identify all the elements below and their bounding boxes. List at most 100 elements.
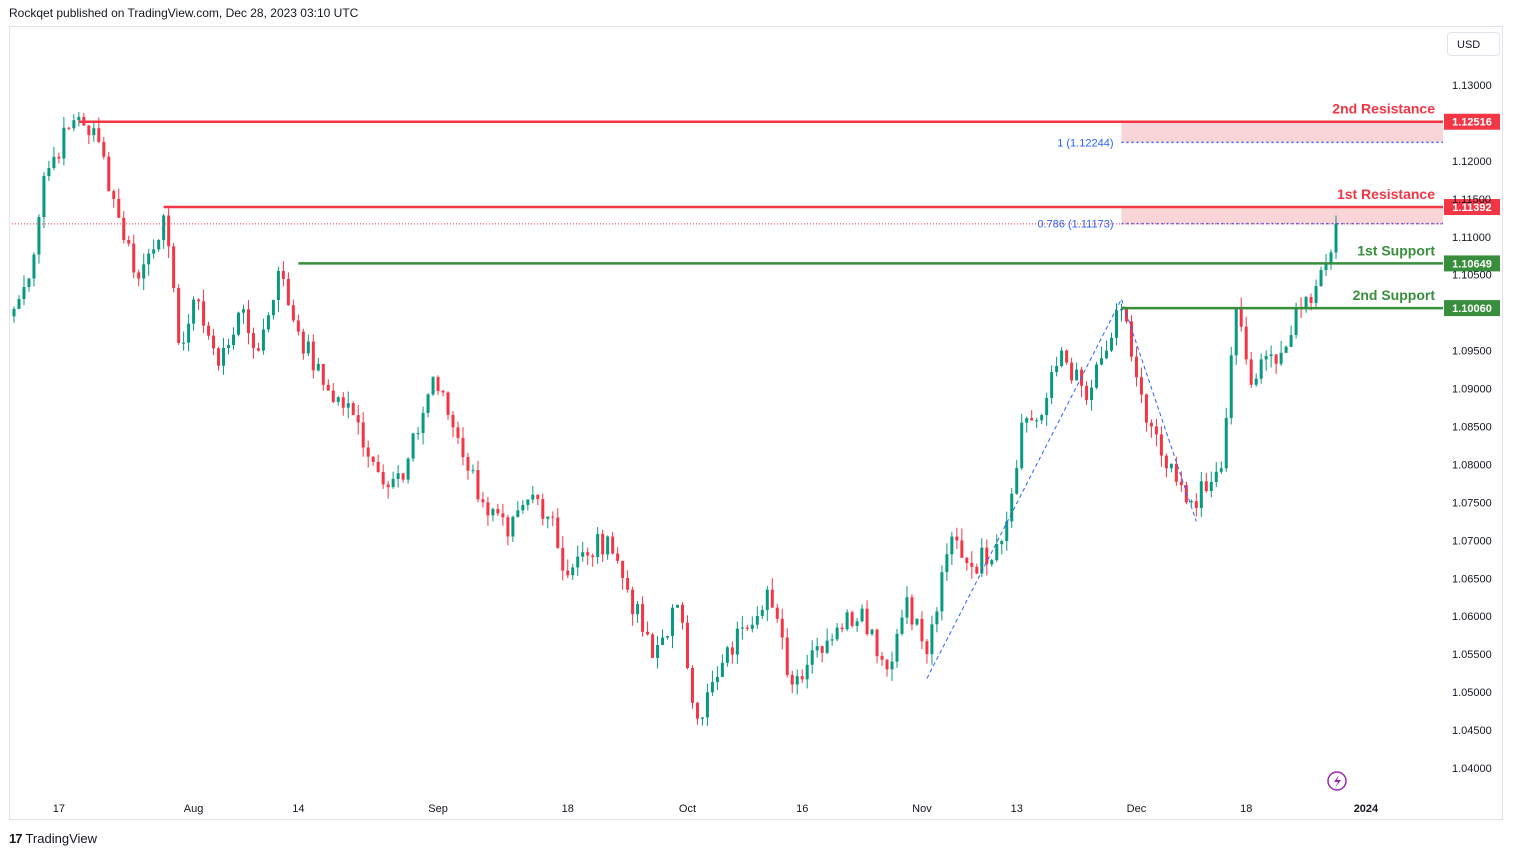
candle-body bbox=[905, 597, 909, 618]
candle bbox=[970, 551, 974, 579]
candle bbox=[845, 609, 849, 632]
candle bbox=[1005, 511, 1009, 551]
candle-body bbox=[341, 397, 345, 408]
candle-body bbox=[1119, 308, 1123, 311]
candle bbox=[1259, 353, 1263, 384]
candle bbox=[790, 670, 794, 694]
candle-body bbox=[890, 661, 894, 670]
y-tick-label: 1.09500 bbox=[1452, 346, 1492, 358]
y-tick-label: 1.08500 bbox=[1452, 422, 1492, 434]
candle-body bbox=[431, 377, 435, 395]
x-tick-label: Dec bbox=[1127, 803, 1147, 815]
candle bbox=[217, 346, 221, 371]
candle-body bbox=[396, 473, 400, 479]
candle bbox=[1324, 254, 1328, 277]
candle bbox=[1070, 357, 1074, 384]
level-price-tag-text-1: 1.12516 bbox=[1452, 117, 1492, 129]
candle-body bbox=[102, 141, 106, 157]
candle bbox=[1279, 340, 1283, 366]
candle bbox=[256, 342, 260, 352]
candle bbox=[276, 266, 280, 312]
candle bbox=[975, 563, 979, 575]
candle bbox=[850, 610, 854, 628]
candle bbox=[401, 473, 405, 483]
candle-body bbox=[1259, 359, 1263, 379]
candle bbox=[656, 635, 660, 669]
brand-name: TradingView bbox=[25, 831, 98, 846]
candle-body bbox=[1219, 468, 1223, 472]
candle-body bbox=[461, 437, 465, 458]
candle-body bbox=[815, 646, 819, 651]
candle bbox=[182, 331, 186, 351]
candle bbox=[501, 503, 505, 526]
candle-body bbox=[202, 301, 206, 326]
candle-body bbox=[1105, 350, 1109, 359]
candle bbox=[1020, 413, 1024, 471]
candle bbox=[376, 454, 380, 473]
candle-body bbox=[326, 384, 330, 391]
candle bbox=[995, 534, 999, 562]
candle-body bbox=[536, 494, 540, 500]
candle-body bbox=[42, 176, 46, 218]
candle-body bbox=[895, 633, 899, 662]
candle-body bbox=[1279, 352, 1283, 364]
candle-body bbox=[167, 215, 171, 247]
candle bbox=[212, 328, 216, 356]
publish-caption: Rockqet published on TradingView.com, De… bbox=[9, 6, 359, 20]
fib-level-label-1: 1 (1.12244) bbox=[1057, 137, 1113, 149]
candle bbox=[745, 624, 749, 631]
candle bbox=[840, 623, 844, 633]
candle-body bbox=[800, 676, 804, 680]
candle-body bbox=[925, 641, 929, 655]
candle-body bbox=[685, 622, 689, 669]
candle-body bbox=[695, 702, 699, 719]
price-zone-1 bbox=[1121, 121, 1443, 143]
candle-body bbox=[501, 513, 505, 518]
candle-body bbox=[576, 556, 580, 568]
candle-body bbox=[541, 499, 545, 519]
candle-body bbox=[391, 478, 395, 488]
candle bbox=[1100, 346, 1104, 366]
candle bbox=[57, 152, 61, 164]
candle-body bbox=[870, 629, 874, 635]
candle-body bbox=[1164, 455, 1168, 469]
lightning-icon[interactable] bbox=[1327, 771, 1347, 791]
candle bbox=[890, 651, 894, 681]
candle bbox=[601, 529, 605, 563]
currency-button[interactable]: USD bbox=[1447, 32, 1500, 56]
candle bbox=[750, 616, 754, 633]
y-tick-label: 1.11500 bbox=[1452, 194, 1491, 206]
candle-body bbox=[321, 363, 325, 385]
candle-body bbox=[286, 278, 290, 306]
candle bbox=[1199, 471, 1203, 517]
candle-body bbox=[765, 589, 769, 610]
candle bbox=[37, 214, 41, 264]
candle bbox=[187, 314, 191, 352]
candle-body bbox=[805, 664, 809, 680]
candle bbox=[112, 189, 116, 208]
candle bbox=[596, 526, 600, 565]
x-tick-label: Sep bbox=[428, 803, 448, 815]
candle bbox=[830, 633, 834, 646]
candle bbox=[132, 234, 136, 279]
candle-body bbox=[735, 628, 739, 655]
candle bbox=[82, 112, 86, 126]
level-name-4: 2nd Support bbox=[1353, 287, 1436, 303]
candle bbox=[336, 396, 340, 406]
candle-body bbox=[1334, 223, 1338, 253]
candle bbox=[1144, 393, 1148, 432]
candle bbox=[895, 628, 899, 668]
candle bbox=[1289, 325, 1293, 348]
candle-body bbox=[651, 634, 655, 658]
candle-body bbox=[1309, 297, 1313, 303]
candle bbox=[780, 608, 784, 650]
candle-body bbox=[182, 342, 186, 344]
candle-body bbox=[621, 560, 625, 578]
candle-body bbox=[631, 589, 635, 615]
candle bbox=[631, 586, 635, 626]
candle bbox=[571, 563, 575, 580]
candle-body bbox=[97, 128, 101, 142]
candle-body bbox=[251, 333, 255, 349]
candle-body bbox=[835, 627, 839, 640]
